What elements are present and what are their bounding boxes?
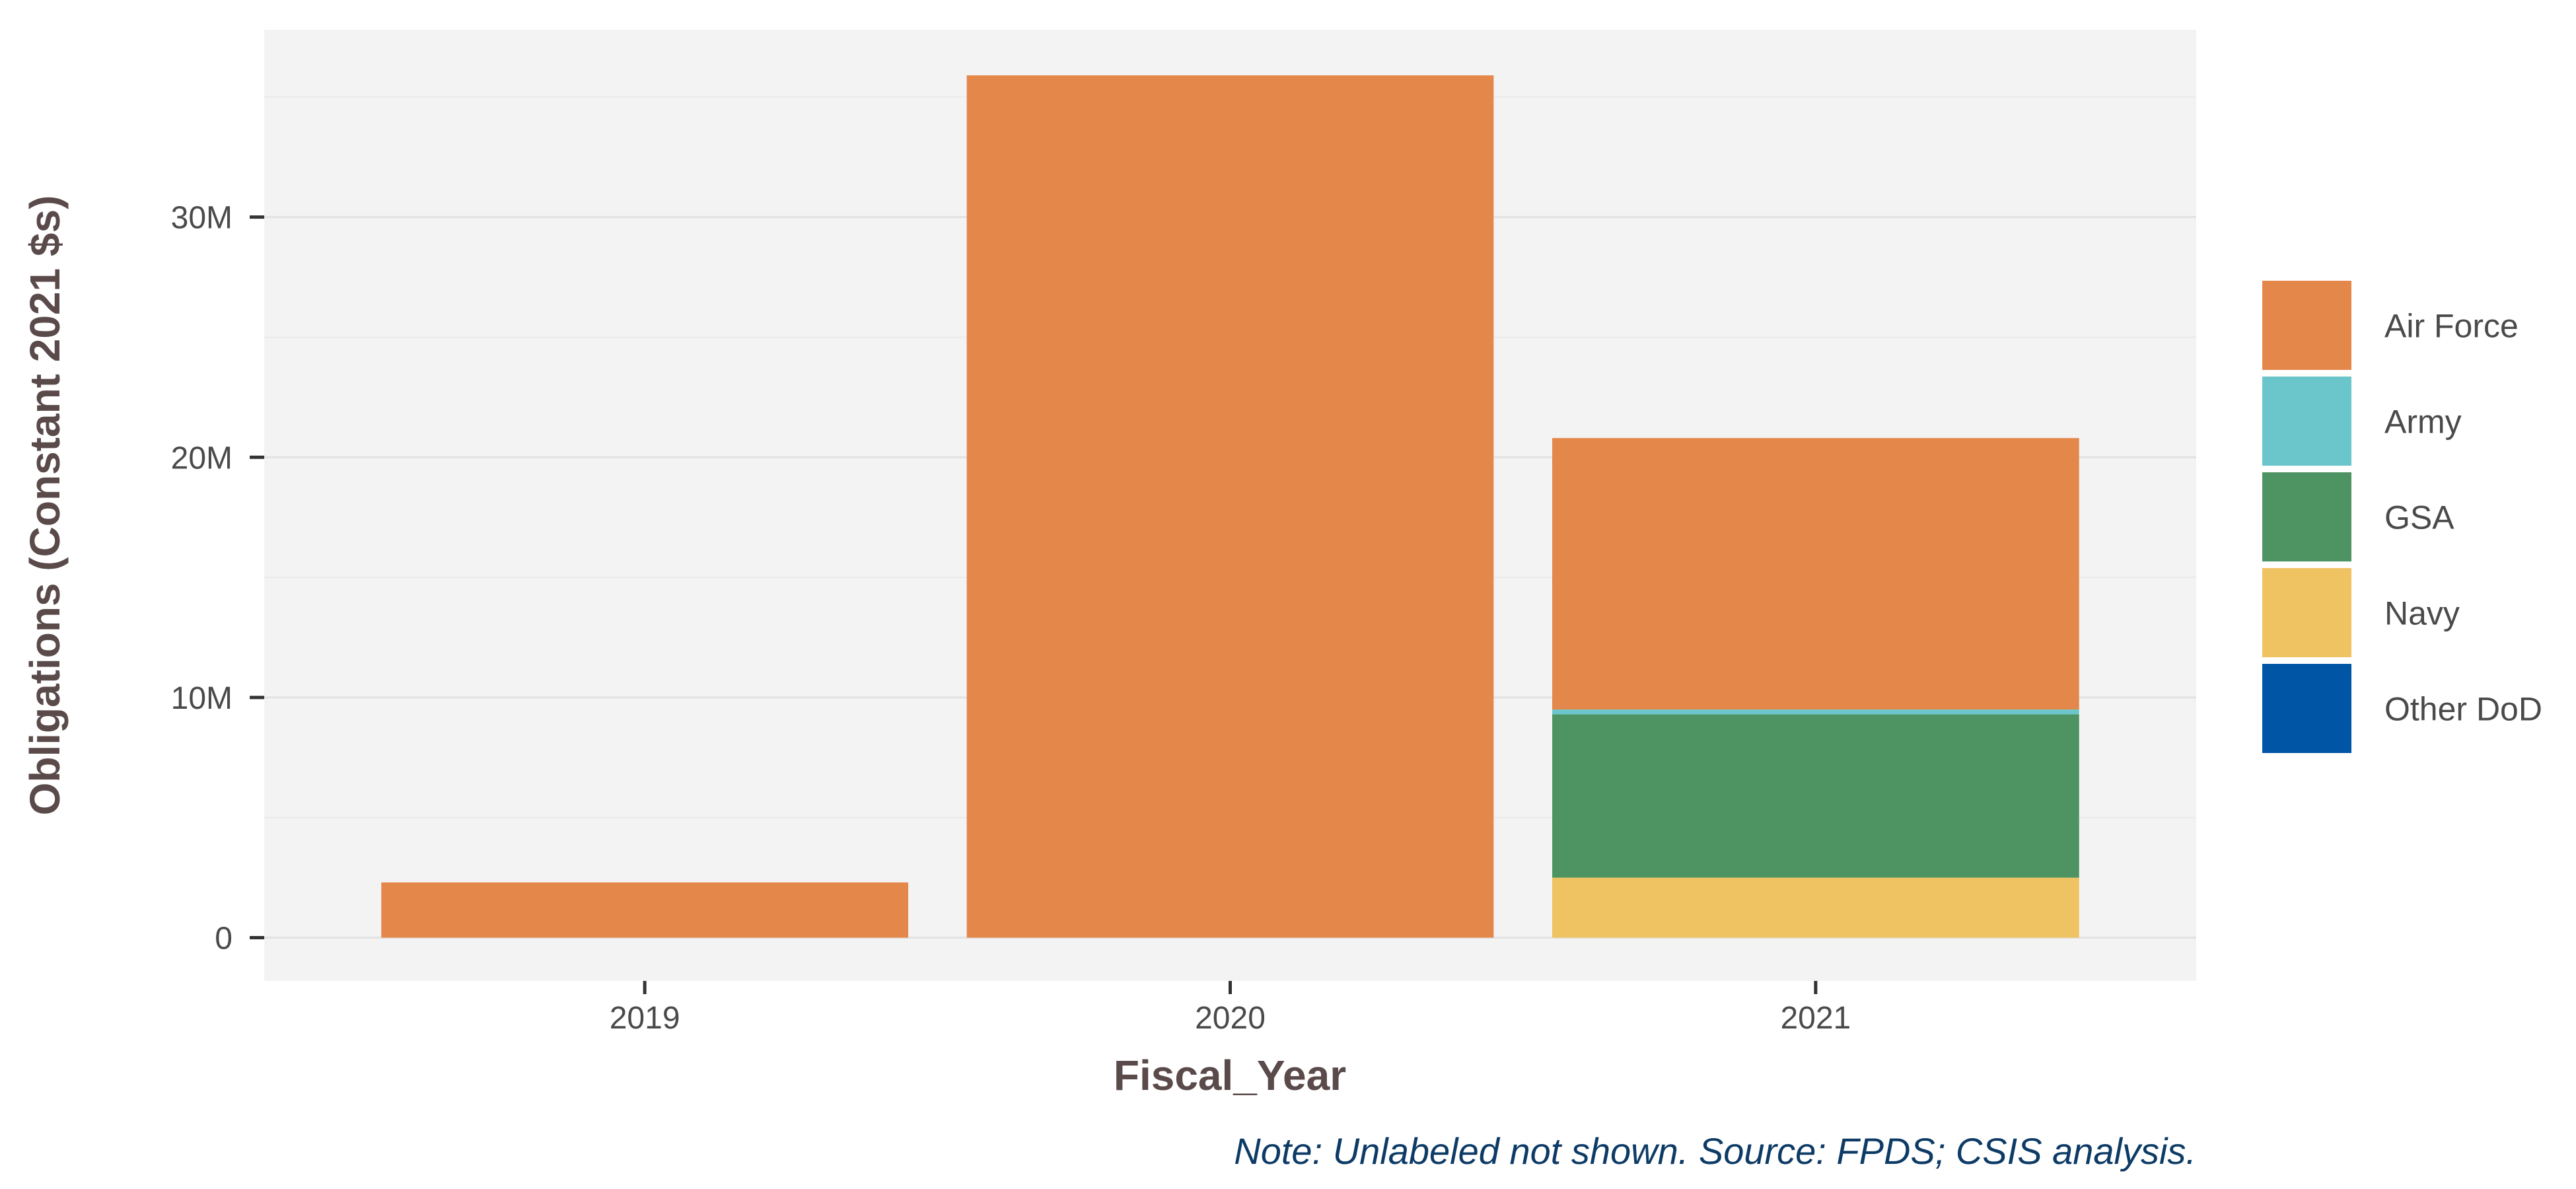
legend-key (2262, 568, 2351, 657)
legend-key (2262, 377, 2351, 466)
bar-2021-army (1552, 709, 2079, 715)
legend: Air Force Army GSA Navy Other DoD (2262, 281, 2542, 753)
legend-key (2262, 664, 2351, 753)
x-tick-label: 2020 (1195, 1001, 1266, 1036)
legend-label: Air Force (2384, 308, 2519, 345)
bar-2021-navy (1552, 877, 2079, 938)
bars (381, 75, 2079, 938)
legend-key (2262, 281, 2351, 370)
y-tick-label: 10M (171, 681, 233, 716)
bar-2021-gsa (1552, 714, 2079, 878)
x-axis: 2019 2020 2021 (610, 981, 1851, 1036)
y-tick-label: 20M (171, 441, 233, 476)
legend-label: Army (2384, 404, 2462, 441)
legend-label: Other DoD (2384, 691, 2542, 728)
legend-label: GSA (2384, 499, 2454, 536)
x-axis-title: Fiscal_Year (1114, 1052, 1346, 1099)
legend-item-gsa: GSA (2262, 472, 2454, 561)
x-tick-label: 2019 (610, 1001, 680, 1036)
bar-2021-air-force (1552, 438, 2079, 710)
bar-2020-air-force (966, 75, 1494, 938)
source-note: Note: Unlabeled not shown. Source: FPDS;… (1234, 1130, 2196, 1172)
bar-2019-air-force (381, 882, 908, 938)
x-tick-label: 2021 (1780, 1001, 1851, 1036)
y-tick-label: 30M (171, 201, 233, 236)
y-tick-label: 0 (215, 921, 233, 956)
y-axis-title: Obligations (Constant 2021 $s) (21, 196, 69, 816)
y-axis: 0 10M 20M 30M (171, 201, 264, 956)
legend-item-air-force: Air Force (2262, 281, 2519, 370)
legend-label: Navy (2384, 595, 2460, 632)
legend-item-navy: Navy (2262, 568, 2460, 657)
legend-item-army: Army (2262, 377, 2462, 466)
legend-item-other-dod: Other DoD (2262, 664, 2542, 753)
legend-key (2262, 472, 2351, 561)
